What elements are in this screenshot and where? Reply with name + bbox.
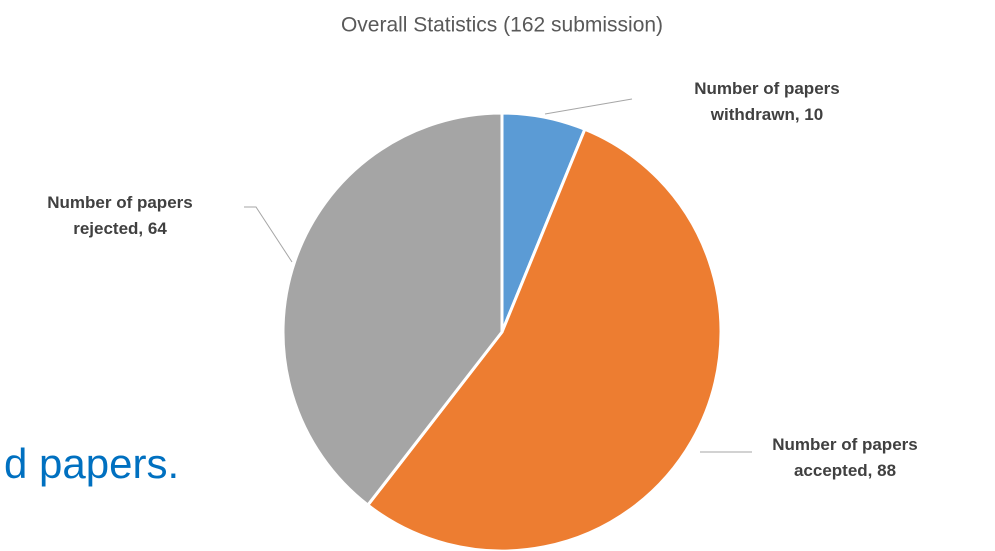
leader-line xyxy=(244,206,293,263)
chart-title: Overall Statistics (162 submission) xyxy=(341,14,663,37)
data-label: Number of papers rejected, 64 xyxy=(47,193,193,238)
pie-slice xyxy=(366,127,723,551)
data-label: Number of papers accepted, 88 xyxy=(772,435,918,480)
data-label: Number of papers withdrawn, 10 xyxy=(694,79,840,124)
pie-slice xyxy=(281,111,504,507)
pie xyxy=(281,111,723,551)
slide-text: d papers. xyxy=(4,440,180,487)
leader-line xyxy=(544,98,633,115)
